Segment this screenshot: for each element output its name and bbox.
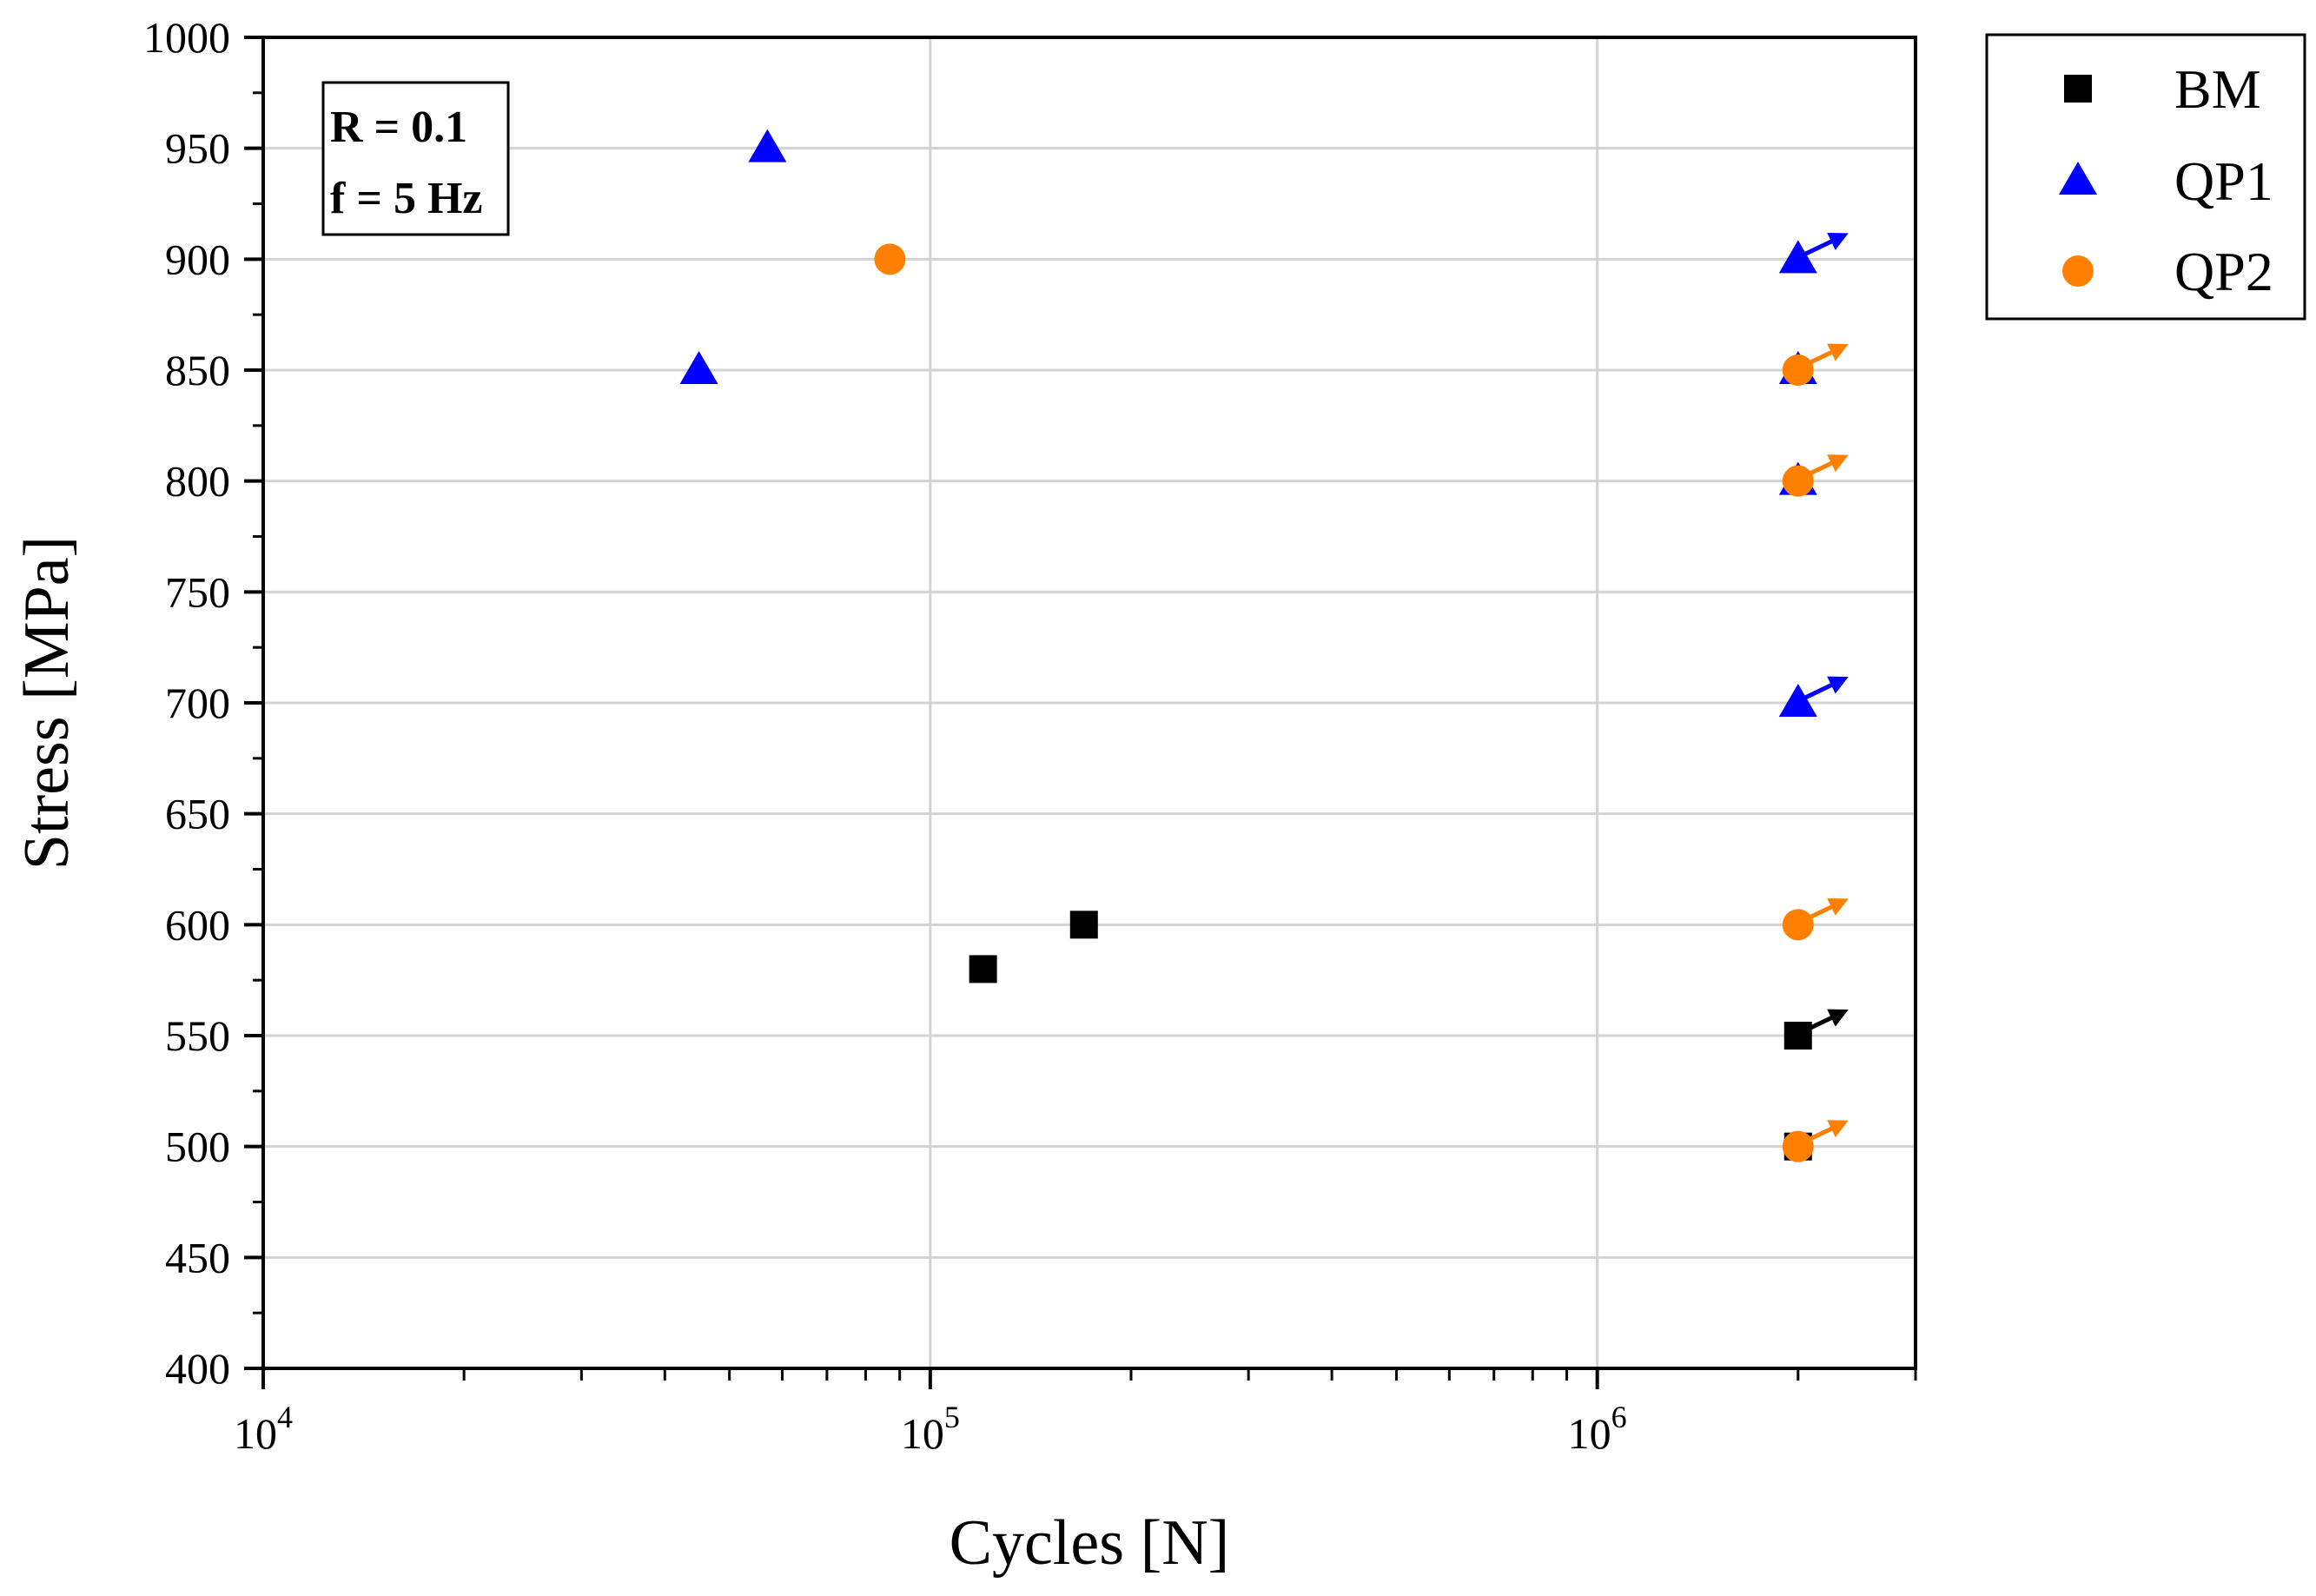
qp2-point [1782,1130,1814,1162]
x-tick-exponent: 5 [944,1400,960,1434]
x-tick-base: 10 [901,1409,944,1458]
y-tick-label: 400 [165,1344,230,1393]
runout-arrows [1800,232,1849,1145]
qp2-point [1782,909,1814,941]
tick-layer [244,36,1917,1389]
legend-qp2-marker [2062,255,2094,287]
frequency-label: f = 5 Hz [330,174,482,223]
qp2-runout-arrow-head [1827,1120,1849,1138]
qp2-point [1782,354,1814,386]
y-axis-title: Stress [MPa] [11,536,83,870]
grid-layer [263,37,1916,1368]
y-tick-label: 1000 [143,13,230,62]
y-tick-label: 600 [165,900,230,949]
qp2-runout-arrow-head [1827,343,1849,361]
bm-point [1069,911,1098,939]
y-tick-label: 850 [165,346,230,394]
test-conditions-box: R = 0.1 f = 5 Hz [321,81,510,236]
y-tick-label: 950 [165,124,230,173]
y-tick-label: 700 [165,679,230,727]
qp1-point [1778,240,1817,274]
qp1-runout-arrow-head [1827,676,1849,694]
y-tick-label: 500 [165,1122,230,1171]
x-tick-base: 10 [234,1409,277,1458]
y-tick-label: 550 [165,1011,230,1060]
legend-qp1-label: QP1 [2174,150,2273,212]
legend-frame [1985,33,2306,321]
data-markers [679,129,1817,1162]
y-tick-labels: 400 450 500 550 600 650 700 750 800 850 900 950 1000 [143,13,230,1393]
x-axis-title: Cycles [N] [950,1507,1230,1579]
legend-qp1-marker [2059,162,2097,195]
x-tick-base: 10 [1568,1409,1611,1458]
x-tick-labels: 104 105 106 [234,1400,1627,1458]
y-tick-label: 450 [165,1233,230,1281]
bm-runout-arrow-head [1827,1009,1849,1027]
x-tick-label: 104 [234,1400,293,1458]
qp2-point [874,243,906,275]
x-tick-exponent: 6 [1611,1400,1627,1434]
x-tick-label: 106 [1568,1400,1627,1458]
legend-bm-label: BM [2174,58,2261,120]
qp2-point [1782,465,1814,497]
qp1-point [1778,684,1817,717]
bm-point [1783,1022,1812,1050]
y-tick-label: 750 [165,567,230,616]
test-conditions-frame [321,81,510,236]
x-tick-label: 105 [901,1400,960,1458]
x-tick-exponent: 4 [277,1400,293,1434]
plot-frame [261,36,1917,1370]
qp1-runout-arrow-head [1827,232,1849,250]
y-tick-label: 650 [165,790,230,838]
bm-point [969,955,997,983]
qp2-runout-arrow-head [1827,897,1849,916]
legend-qp2-label: QP2 [2174,241,2273,302]
qp1-point [679,351,718,384]
legend-bm-marker [2064,75,2092,103]
qp1-point [748,129,787,162]
legend: BM QP1 QP2 [1985,33,2306,321]
load-ratio-label: R = 0.1 [330,103,467,152]
y-tick-label: 900 [165,235,230,283]
qp2-runout-arrow-head [1827,454,1849,473]
y-tick-label: 800 [165,457,230,506]
